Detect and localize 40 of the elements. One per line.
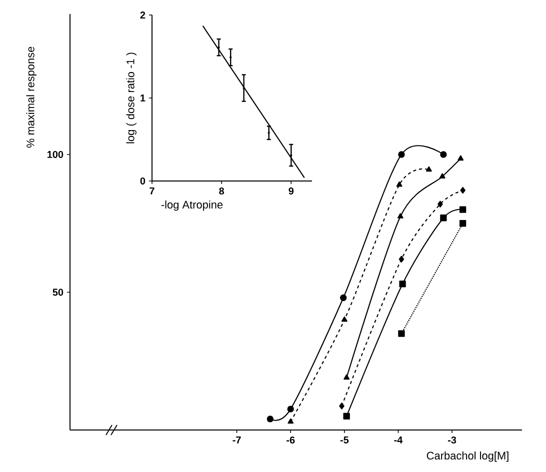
point bbox=[340, 294, 347, 302]
point bbox=[339, 402, 344, 410]
point bbox=[398, 256, 404, 263]
point bbox=[426, 166, 432, 172]
y-tick-label: 1 bbox=[140, 94, 146, 102]
point bbox=[398, 330, 405, 337]
point bbox=[343, 412, 350, 420]
point bbox=[460, 186, 466, 194]
x-axis-title: Carbachol log[M] bbox=[426, 452, 508, 462]
x-axis-title: -log Atropine bbox=[161, 200, 223, 211]
x-tick-label: 8 bbox=[219, 188, 224, 195]
y-axis-title: log ( dose ratio -1 ) bbox=[126, 52, 136, 144]
y-axis-title: % maximal response bbox=[26, 46, 36, 148]
x-tick-label: 7 bbox=[150, 187, 154, 194]
point bbox=[397, 213, 404, 218]
x-tick-label: 9 bbox=[288, 188, 294, 195]
point bbox=[459, 220, 466, 227]
point bbox=[459, 206, 466, 213]
point bbox=[458, 155, 464, 161]
point bbox=[396, 181, 402, 187]
point bbox=[266, 416, 274, 422]
y-tick-label: 0 bbox=[140, 177, 146, 185]
point bbox=[344, 374, 350, 380]
x-tick-label: -6 bbox=[286, 436, 295, 444]
x-tick-label: -4 bbox=[394, 436, 403, 444]
y-tick-label: 2 bbox=[140, 12, 146, 18]
x-tick-label: -5 bbox=[340, 436, 349, 444]
point bbox=[438, 200, 443, 208]
y-tick-label: 50 bbox=[52, 288, 64, 296]
x-tick-label: -3 bbox=[448, 436, 456, 444]
point bbox=[440, 214, 447, 222]
point bbox=[398, 151, 405, 158]
point bbox=[440, 151, 447, 158]
y-tick-label: 100 bbox=[48, 150, 64, 158]
x-tick-label: -7 bbox=[232, 436, 241, 444]
point bbox=[439, 173, 446, 178]
point bbox=[288, 418, 294, 424]
point bbox=[399, 280, 406, 288]
point bbox=[341, 316, 348, 322]
point bbox=[287, 406, 294, 412]
